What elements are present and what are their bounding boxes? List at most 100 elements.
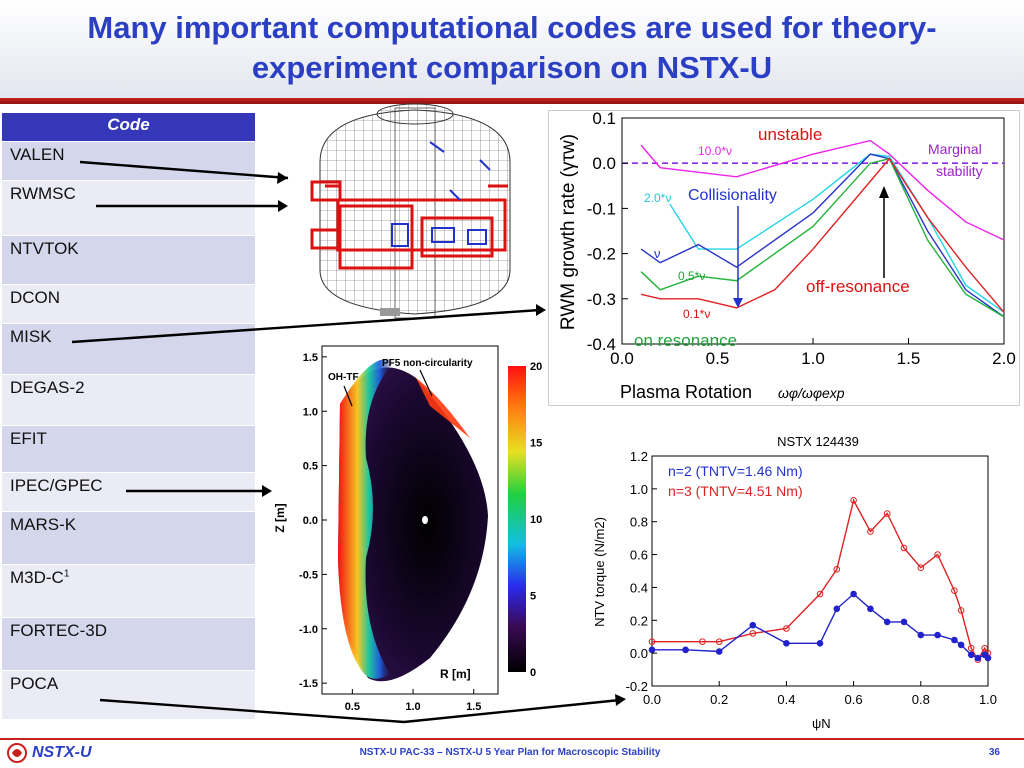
title-band <box>0 0 1024 98</box>
ntv-point <box>648 646 656 654</box>
vessel-mesh-image <box>310 103 520 319</box>
ntv-point <box>883 618 891 626</box>
ntv-point <box>867 605 874 613</box>
ntv-xtick-label: 0.0 <box>643 692 661 707</box>
footer-center-text: NSTX-U PAC-33 – NSTX-U 5 Year Plan for M… <box>359 747 661 758</box>
rwm-series-line-2 <box>640 153 1005 318</box>
label-marginal-1: Marginal <box>928 141 982 157</box>
rwm-growth-chart: 0.1 0.0 -0.1 -0.2 -0.3 -0.4 0.0 0.5 1.0 1.5 2.0 R… <box>558 110 1016 402</box>
ntv-xtick-label: 0.2 <box>710 692 728 707</box>
contour-xtick-label: 0.5 <box>345 701 360 713</box>
ntv-point <box>951 636 958 644</box>
rwm-xtick-label: 1.5 <box>897 349 921 368</box>
rwm-ytick-label: 0.0 <box>592 154 616 173</box>
contour-plot: OH-TF PF5 non-circularity 1.5 1.0 0.5 0.0 -0… <box>273 345 542 713</box>
ntv-legend-n2: n=2 (TNTV=1.46 Nm) <box>668 463 803 479</box>
contour-ytick-label: -1.5 <box>299 678 318 690</box>
rwm-ytick-label: 0.1 <box>592 110 616 128</box>
slide-title-line1: Many important computational codes are u… <box>87 10 937 45</box>
contour-ytick-label: 0.5 <box>303 461 318 473</box>
ntv-series-line-0 <box>652 498 989 662</box>
code-dcon: DCON <box>1 284 256 324</box>
ntv-point <box>934 551 941 558</box>
codes-table-header: Code <box>1 112 256 142</box>
ntv-point <box>867 528 874 535</box>
ntv-point <box>783 625 790 632</box>
code-m3d-c-label: M3D-C <box>10 568 64 587</box>
ntv-xtick-label: 0.6 <box>845 692 863 707</box>
ntv-ytick-label: 1.0 <box>630 482 648 497</box>
ntv-point <box>816 639 824 647</box>
edge-region <box>338 359 394 679</box>
ntv-ytick-label: 0.8 <box>630 515 648 530</box>
plasma-region <box>338 367 488 682</box>
footer-rule <box>0 738 1024 740</box>
ntv-point <box>900 544 908 552</box>
contour-ytick-label: -0.5 <box>299 569 318 581</box>
label-nu2: 2.0*ν <box>644 191 671 205</box>
ntv-axes-box <box>651 455 989 687</box>
ntv-point <box>749 630 757 637</box>
contour-xtick-label: 1.5 <box>466 701 481 713</box>
rwm-ylabel: RWM growth rate (γτw) <box>558 134 579 330</box>
page-number: 36 <box>988 747 1000 758</box>
rwm-xlabel-symbol: ωφ/ωφexp <box>778 385 845 401</box>
ntv-xtick-label: 1.0 <box>979 692 997 707</box>
code-mars-k: MARS-K <box>1 511 256 565</box>
ntv-xlabel: ψN <box>812 716 831 731</box>
code-ipec-gpec: IPEC/GPEC <box>1 472 256 512</box>
ntv-ylabel: NTV torque (N/m2) <box>592 517 607 627</box>
ntv-point <box>715 638 723 645</box>
ntv-point <box>917 631 925 639</box>
ntv-title: NSTX 124439 <box>777 434 859 449</box>
label-nu1: ν <box>654 246 661 261</box>
colorbar-tick-label: 20 <box>530 361 542 373</box>
code-m3d-c-superscript: 1 <box>63 568 70 580</box>
rwm-ytick-label: -0.1 <box>587 199 616 218</box>
off-resonance-arrowhead <box>879 186 889 198</box>
label-on-resonance: on resonance <box>634 331 737 350</box>
ntv-point <box>850 497 857 504</box>
ntv-point <box>699 638 706 645</box>
rwm-ytick-label: -0.3 <box>587 290 616 309</box>
ntv-point <box>967 644 975 652</box>
ntv-series-line-1 <box>652 593 989 659</box>
ntv-point <box>934 631 941 639</box>
code-valen: VALEN <box>1 141 256 181</box>
ntv-point <box>883 510 891 517</box>
contour-xtick-label: 1.0 <box>405 701 420 713</box>
code-misk: MISK <box>1 323 256 375</box>
contour-ytick-label: 1.0 <box>303 406 318 418</box>
ntv-point <box>900 618 908 626</box>
pf5-pointer <box>419 369 433 397</box>
ntv-ytick-label: 0.0 <box>630 646 648 661</box>
code-degas2: DEGAS-2 <box>1 374 256 426</box>
ntv-torque-chart: NSTX 124439 1.21.00.80.60.40.20.0-0.2 0.… <box>592 434 997 731</box>
rwm-xlabel: Plasma Rotation <box>620 382 752 402</box>
ntv-point <box>917 564 925 572</box>
ntv-point <box>833 566 841 573</box>
colorbar-tick-label: 5 <box>530 591 536 603</box>
label-nu05: 0.5*ν <box>678 269 705 283</box>
title-rule <box>0 98 1024 104</box>
ntv-point <box>981 644 988 652</box>
colorbar-tick-label: 10 <box>530 514 542 526</box>
ntv-ytick-label: 1.2 <box>630 449 648 464</box>
rwm-xtick-label: 1.0 <box>801 349 825 368</box>
label-nu01: 0.1*ν <box>683 307 710 321</box>
rwm-series-line-3 <box>640 157 1005 318</box>
ntv-ytick-label: -0.2 <box>626 679 648 694</box>
ntv-ytick-label: 0.2 <box>630 613 648 628</box>
rwm-xtick-label: 2.0 <box>992 349 1016 368</box>
rwm-plot-frame <box>548 110 1020 406</box>
ntv-xtick-label: 0.4 <box>777 692 795 707</box>
label-marginal-2: stability <box>936 163 983 179</box>
rwm-xtick-label: 0.0 <box>610 349 634 368</box>
rwm-xtick-label: 0.5 <box>706 349 730 368</box>
code-poca: POCA <box>1 670 256 720</box>
contour-ytick-label: -1.0 <box>299 624 318 636</box>
code-fortec-3d: FORTEC-3D <box>1 617 256 671</box>
ntv-point <box>984 654 992 662</box>
label-off-resonance: off-resonance <box>806 277 910 296</box>
ntv-ytick-label: 0.6 <box>630 548 648 563</box>
